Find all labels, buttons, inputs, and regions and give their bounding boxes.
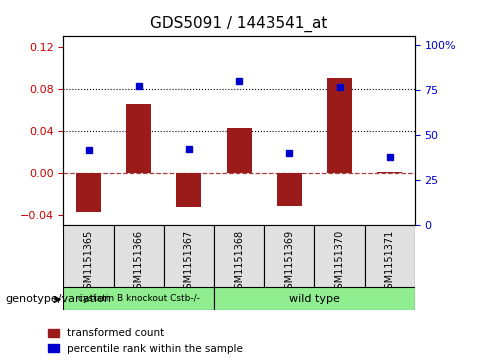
FancyBboxPatch shape (214, 225, 264, 287)
Text: GSM1151366: GSM1151366 (134, 229, 144, 294)
Bar (76, 173, 101, 212)
Bar (176, 173, 202, 207)
FancyBboxPatch shape (264, 225, 314, 287)
FancyBboxPatch shape (63, 287, 214, 310)
Bar (126, 105, 151, 173)
Text: genotype/variation: genotype/variation (5, 294, 111, 305)
Text: GSM1151369: GSM1151369 (285, 229, 294, 294)
Bar (327, 78, 352, 173)
Text: wild type: wild type (289, 294, 340, 303)
Text: GSM1151367: GSM1151367 (184, 229, 194, 295)
Title: GDS5091 / 1443541_at: GDS5091 / 1443541_at (150, 16, 328, 32)
Legend: transformed count, percentile rank within the sample: transformed count, percentile rank withi… (44, 324, 247, 358)
Bar (377, 172, 402, 173)
FancyBboxPatch shape (114, 225, 164, 287)
FancyBboxPatch shape (314, 225, 365, 287)
FancyBboxPatch shape (164, 225, 214, 287)
FancyBboxPatch shape (214, 287, 415, 310)
Text: cystatin B knockout Cstb-/-: cystatin B knockout Cstb-/- (78, 294, 200, 303)
Text: GSM1151365: GSM1151365 (83, 229, 94, 295)
Text: GSM1151370: GSM1151370 (334, 229, 345, 295)
Text: GSM1151368: GSM1151368 (234, 229, 244, 294)
Text: GSM1151371: GSM1151371 (385, 229, 395, 295)
Bar (277, 173, 302, 206)
FancyBboxPatch shape (365, 225, 415, 287)
FancyBboxPatch shape (63, 225, 114, 287)
Bar (226, 127, 252, 173)
